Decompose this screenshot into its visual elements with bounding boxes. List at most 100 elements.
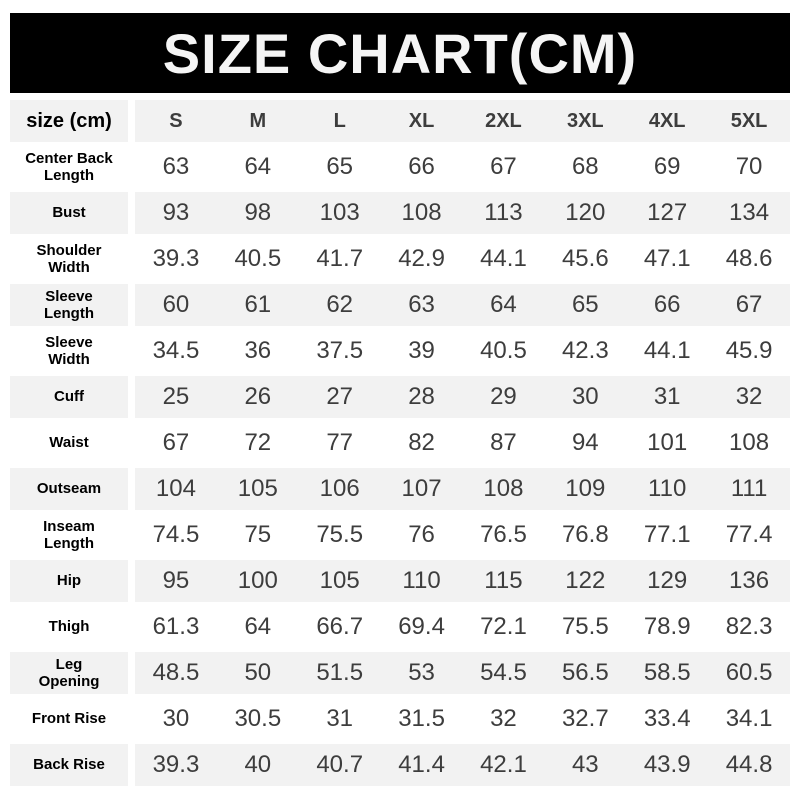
value-cell: 64	[490, 291, 517, 318]
value-cell: 48.5	[152, 659, 200, 686]
value-cell: 60.5	[725, 659, 773, 686]
table-row: Cuff 25 26 27 28 29 30 31 32	[10, 376, 790, 418]
row-label: Bust	[10, 192, 128, 234]
value-cell: 63	[408, 291, 435, 318]
value-cell: 77.1	[643, 521, 691, 548]
row-values: 60 61 62 63 64 65 66 67	[135, 284, 790, 326]
value-cell: 44.8	[725, 751, 773, 778]
row-values: 74.5 75 75.5 76 76.5 76.8 77.1 77.4	[135, 514, 790, 556]
value-cell: 42.3	[561, 337, 609, 364]
table-row: Front Rise 30 30.5 31 31.5 32 32.7 33.4 …	[10, 698, 790, 740]
value-cell: 111	[730, 475, 768, 502]
row-values: 61.3 64 66.7 69.4 72.1 75.5 78.9 82.3	[135, 606, 790, 648]
value-cell: 78.9	[643, 613, 691, 640]
row-values: 34.5 36 37.5 39 40.5 42.3 44.1 45.9	[135, 330, 790, 372]
value-cell: 74.5	[152, 521, 200, 548]
value-cell: 51.5	[316, 659, 364, 686]
value-cell: 61.3	[152, 613, 200, 640]
value-cell: 32	[490, 705, 517, 732]
table-row: Outseam 104 105 106 107 108 109 110 111	[10, 468, 790, 510]
value-cell: 77	[326, 429, 354, 456]
value-cell: 109	[565, 475, 606, 502]
value-cell: 43	[571, 751, 599, 778]
value-cell: 113	[484, 199, 523, 226]
value-cell: 32.7	[561, 705, 609, 732]
value-cell: 98	[244, 199, 272, 226]
value-cell: 100	[237, 567, 278, 594]
value-cell: 75.5	[316, 521, 364, 548]
row-values: 63 64 65 66 67 68 69 70	[135, 146, 790, 188]
value-cell: 67	[735, 291, 763, 318]
value-cell: 69	[653, 153, 681, 180]
value-cell: 115	[484, 567, 523, 594]
row-label: Leg Opening	[10, 652, 128, 694]
value-cell: 94	[571, 429, 599, 456]
table-row: Thigh 61.3 64 66.7 69.4 72.1 75.5 78.9 8…	[10, 606, 790, 648]
value-cell: 108	[483, 475, 524, 502]
value-cell: 82	[408, 429, 435, 456]
value-cell: 103	[319, 199, 360, 226]
row-label: Hip	[10, 560, 128, 602]
value-cell: 54.5	[480, 659, 527, 686]
value-cell: 40.5	[480, 337, 527, 364]
column-header-3xl: 3XL	[566, 109, 604, 132]
value-cell: 63	[162, 153, 190, 180]
value-cell: 110	[648, 475, 687, 502]
value-cell: 66	[408, 153, 435, 180]
table-row: Back Rise 39.3 40 40.7 41.4 42.1 43 43.9…	[10, 744, 790, 786]
value-cell: 65	[326, 153, 354, 180]
value-cell: 27	[326, 383, 354, 410]
value-cell: 30.5	[234, 705, 282, 732]
value-cell: 70	[735, 153, 763, 180]
value-cell: 107	[401, 475, 442, 502]
value-cell: 120	[565, 199, 606, 226]
value-cell: 34.1	[725, 705, 773, 732]
row-label: Back Rise	[10, 744, 128, 786]
row-values: 95 100 105 110 115 122 129 136	[135, 560, 790, 602]
row-label: Thigh	[48, 618, 90, 636]
value-cell: 64	[244, 153, 272, 180]
table-row: Bust 93 98 103 108 113 120 127 134	[10, 192, 790, 234]
value-cell: 76	[408, 521, 435, 548]
value-cell: 39.3	[152, 245, 200, 272]
table-row: Sleeve Length 60 61 62 63 64 65 66 67	[10, 284, 790, 326]
value-cell: 77.4	[725, 521, 773, 548]
value-cell: 76.5	[480, 521, 527, 548]
value-cell: 95	[162, 567, 190, 594]
value-cell: 56.5	[561, 659, 609, 686]
value-cell: 44.1	[480, 245, 527, 272]
row-values: 30 30.5 31 31.5 32 32.7 33.4 34.1	[135, 698, 790, 740]
value-cell: 69.4	[398, 613, 445, 640]
title-banner: SIZE CHART(CM)	[10, 13, 790, 93]
corner-label: size (cm)	[10, 100, 128, 142]
value-cell: 122	[565, 567, 606, 594]
value-cell: 40	[244, 751, 272, 778]
value-cell: 50	[244, 659, 272, 686]
value-cell: 136	[729, 567, 770, 594]
page-title: SIZE CHART(CM)	[162, 21, 638, 85]
value-cell: 32	[735, 383, 763, 410]
column-header-m: M	[249, 109, 267, 132]
value-cell: 40.7	[316, 751, 364, 778]
value-cell: 44.1	[643, 337, 691, 364]
value-cell: 110	[402, 567, 441, 594]
row-label: Outseam	[10, 468, 128, 510]
value-cell: 60	[162, 291, 190, 318]
value-cell: 33.4	[643, 705, 691, 732]
value-cell: 41.4	[398, 751, 445, 778]
table-row: Hip 95 100 105 110 115 122 129 136	[10, 560, 790, 602]
value-cell: 75	[244, 521, 272, 548]
value-cell: 47.1	[643, 245, 691, 272]
row-values: 104 105 106 107 108 109 110 111	[135, 468, 790, 510]
row-label: Sleeve Length	[10, 284, 128, 326]
value-cell: 76.8	[561, 521, 609, 548]
column-header-s: S	[169, 109, 183, 132]
value-cell: 75.5	[561, 613, 609, 640]
row-values: 67 72 77 82 87 94 101 108	[135, 422, 790, 464]
value-cell: 105	[319, 567, 360, 594]
row-values: 25 26 27 28 29 30 31 32	[135, 376, 790, 418]
value-cell: 42.9	[398, 245, 445, 272]
column-headers: S M L XL 2XL 3XL 4XL 5XL	[135, 100, 790, 142]
row-values: 39.3 40 40.7 41.4 42.1 43 43.9 44.8	[135, 744, 790, 786]
value-cell: 25	[162, 383, 190, 410]
